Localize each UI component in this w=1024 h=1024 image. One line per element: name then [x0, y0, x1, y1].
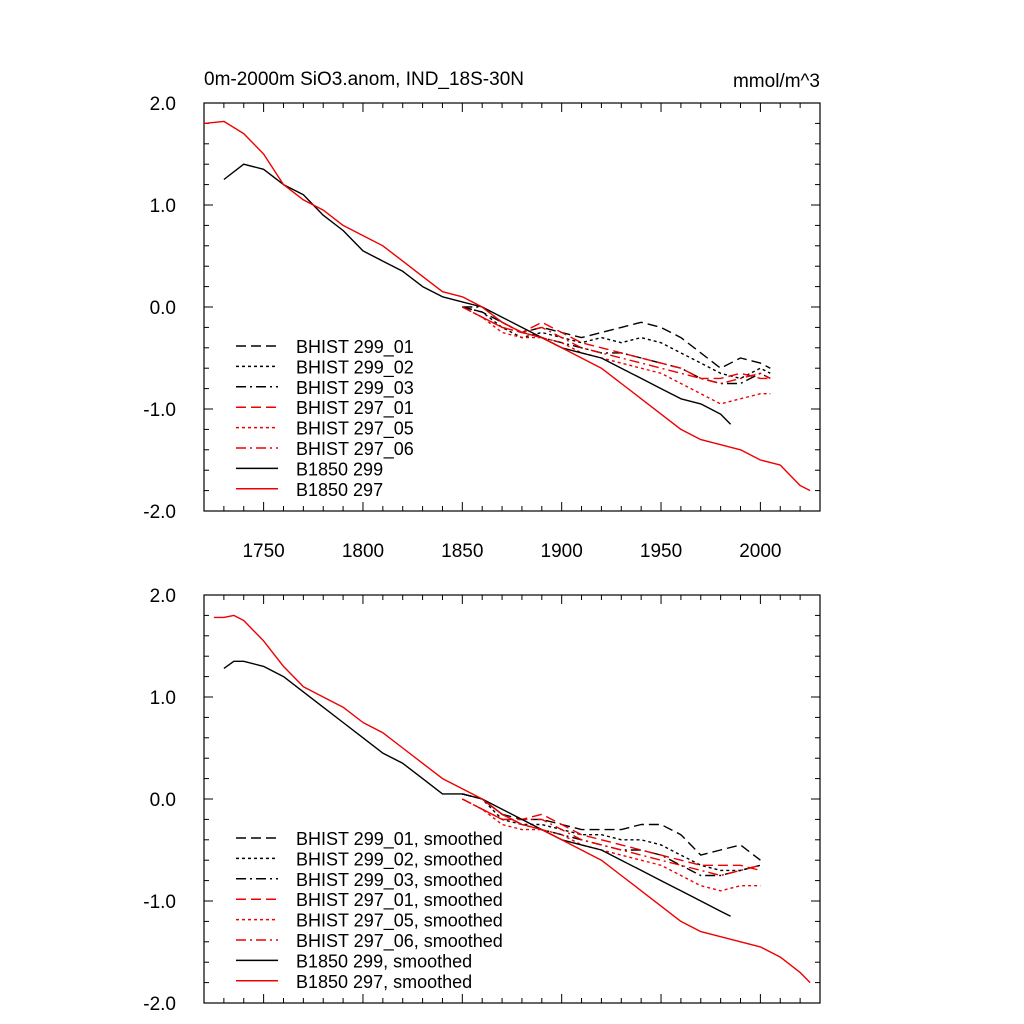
legend-label: B1850 297, smoothed: [296, 972, 472, 992]
legend-label: BHIST 299_01, smoothed: [296, 829, 503, 850]
series-line: [461, 798, 761, 877]
axis-ticks: [203, 102, 821, 512]
series-line: [462, 306, 771, 380]
legend-label: BHIST 297_06: [296, 439, 414, 460]
legend-label: BHIST 299_03: [296, 378, 414, 399]
series-line: [462, 306, 771, 369]
series-line: [461, 798, 761, 892]
y-tick-label: 1.0: [150, 688, 176, 709]
y-tick-label: -1.0: [143, 400, 176, 421]
legend-label: BHIST 297_01: [296, 398, 414, 419]
y-tick-label: 0.0: [150, 298, 176, 319]
axis-tick-labels: 2.0 1.0 0.0 -1.0 -2.0 1750 1800 1850 1900 1950 200…: [143, 94, 781, 562]
legend-label: BHIST 297_01, smoothed: [296, 890, 503, 911]
x-tick-label: 1850: [441, 541, 483, 562]
legend-label: BHIST 299_01: [296, 337, 414, 358]
series-line: [461, 798, 761, 872]
legend-label: B1850 299, smoothed: [296, 951, 472, 971]
series-line: [223, 660, 731, 917]
x-tick-label: 1800: [342, 541, 384, 562]
y-tick-label: -2.0: [143, 502, 176, 523]
legend-label: B1850 299: [296, 459, 383, 479]
series-line: [462, 793, 761, 872]
y-tick-label: 2.0: [150, 586, 176, 607]
series-line: [461, 306, 771, 385]
series-line: [213, 614, 811, 984]
x-tick-label: 1750: [242, 541, 284, 562]
series-line: [461, 306, 771, 380]
chart-bottom: 2.0 1.0 0.0 -1.0 -2.0 BHIST 299_01, smoothed…: [143, 586, 821, 1015]
series-line: [462, 306, 771, 385]
axis-ticks: [203, 594, 821, 1004]
legend-label: B1850 297: [296, 480, 383, 500]
legend-label: BHIST 297_05: [296, 419, 414, 440]
y-tick-label: 0.0: [150, 790, 176, 811]
x-tick-label: 1950: [640, 541, 682, 562]
y-tick-label: -2.0: [143, 994, 176, 1015]
axis-tick-labels: 2.0 1.0 0.0 -1.0 -2.0: [143, 586, 176, 1015]
series-line: [462, 793, 761, 861]
legend-label: BHIST 297_05, smoothed: [296, 911, 503, 932]
y-tick-label: -1.0: [143, 892, 176, 913]
legend-label: BHIST 299_03, smoothed: [296, 870, 503, 891]
series-line: [461, 306, 771, 405]
legend-label: BHIST 299_02, smoothed: [296, 849, 503, 870]
chart-title: 0m-2000m SiO3.anom, IND_18S-30N: [204, 69, 524, 90]
chart-units: mmol/m^3: [733, 71, 820, 92]
y-tick-label: 1.0: [150, 196, 176, 217]
series-lines: [213, 614, 811, 984]
legend-label: BHIST 299_02: [296, 357, 414, 378]
series-line: [203, 120, 811, 492]
series-lines: [203, 120, 811, 492]
chart-top: 0m-2000m SiO3.anom, IND_18S-30N mmol/m^3…: [143, 69, 821, 562]
legend-label: BHIST 297_06, smoothed: [296, 931, 503, 952]
series-line: [462, 793, 761, 877]
y-tick-label: 2.0: [150, 94, 176, 115]
x-tick-label: 1900: [541, 541, 583, 562]
x-tick-label: 2000: [739, 541, 781, 562]
